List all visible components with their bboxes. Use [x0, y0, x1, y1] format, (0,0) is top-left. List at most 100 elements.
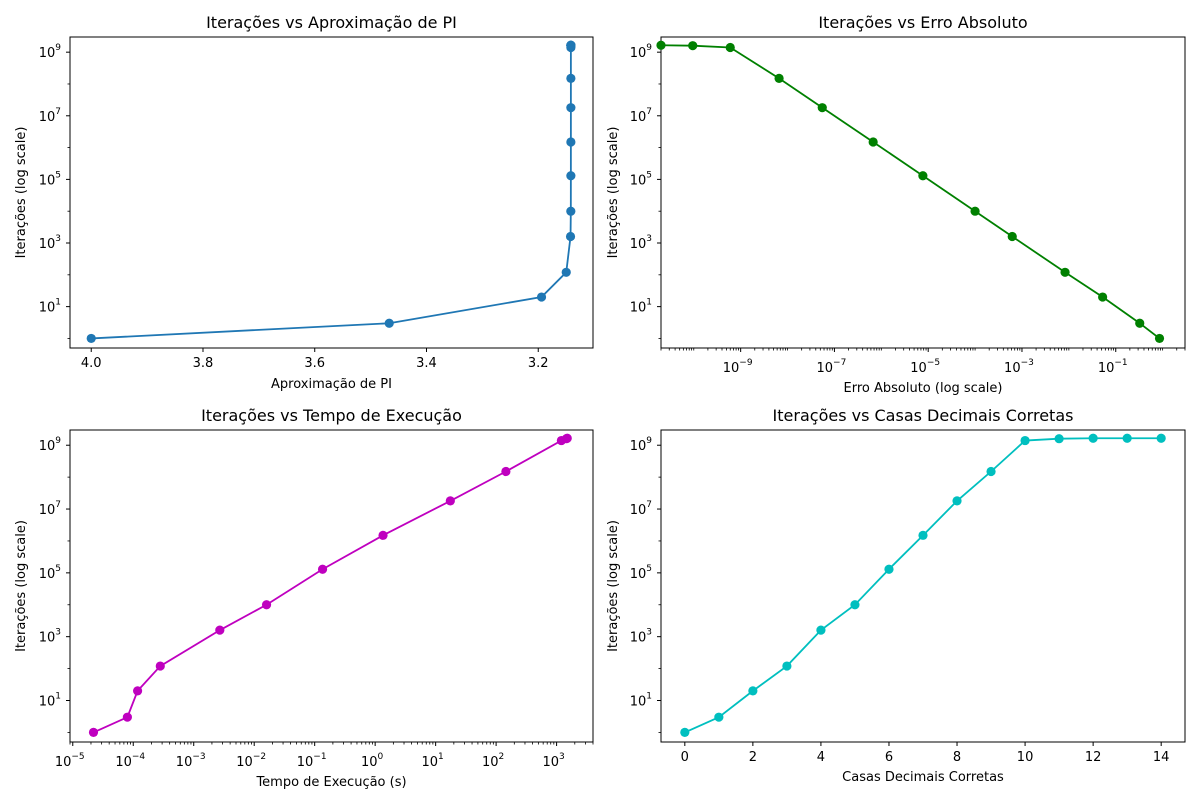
data-point — [1020, 435, 1030, 446]
data-point — [536, 292, 547, 302]
y-tick-label: 103 — [39, 628, 61, 646]
x-tick-label: 10−9 — [723, 358, 753, 376]
x-tick-label: 14 — [1153, 750, 1170, 765]
x-tick-label: 3.8 — [193, 356, 214, 371]
y-axis-label: Iterações (log scale) — [14, 127, 29, 259]
data-point — [782, 661, 792, 671]
data-point — [1156, 433, 1166, 443]
y-tick-label: 109 — [39, 43, 62, 61]
x-tick-label: 12 — [1085, 750, 1102, 765]
data-point — [566, 103, 576, 113]
data-point — [566, 73, 576, 83]
y-tick-label: 103 — [39, 234, 61, 252]
x-tick-label: 10−3 — [1004, 358, 1034, 376]
x-tick-label: 3.4 — [416, 356, 437, 371]
subplot-title: Iterações vs Erro Absoluto — [818, 13, 1027, 32]
data-point — [1122, 433, 1132, 443]
data-point — [132, 686, 143, 696]
data-point — [725, 42, 735, 53]
x-axis-label: Aproximação de PI — [271, 377, 392, 392]
x-tick-label: 10−5 — [910, 358, 940, 376]
data-point — [1098, 292, 1108, 302]
x-axis-label: Erro Absoluto (log scale) — [844, 381, 1003, 396]
y-tick-label: 105 — [630, 564, 652, 582]
x-tick-label: 10−2 — [236, 752, 266, 770]
data-point — [566, 206, 576, 216]
x-tick-label: 103 — [542, 752, 564, 770]
data-point — [748, 686, 758, 696]
y-tick-label: 101 — [630, 298, 652, 316]
data-point — [774, 73, 784, 83]
data-point — [86, 333, 96, 344]
data-point — [1060, 267, 1070, 277]
y-axis-label: Iterações (log scale) — [606, 520, 621, 652]
x-tick-label: 10−1 — [297, 752, 327, 770]
y-tick-label: 105 — [39, 170, 61, 188]
data-point — [918, 530, 928, 540]
subplot-title: Iterações vs Tempo de Execução — [201, 406, 462, 425]
x-tick-label: 101 — [421, 752, 443, 770]
data-point — [868, 137, 878, 147]
subplot-title: Iterações vs Casas Decimais Corretas — [773, 406, 1074, 425]
data-point — [656, 40, 666, 50]
data-point — [986, 466, 996, 477]
data-point — [565, 231, 576, 242]
data-point — [884, 564, 894, 574]
y-axis-label: Iterações (log scale) — [606, 127, 621, 259]
axes-frame — [69, 36, 594, 349]
data-point — [215, 625, 225, 635]
subplot-execution-time: Iterações vs Tempo de Execução Tempo de … — [14, 406, 594, 790]
axes-frame — [69, 429, 594, 743]
data-point — [566, 40, 576, 50]
y-tick-label: 109 — [39, 436, 62, 454]
data-point — [1154, 333, 1165, 344]
data-point — [122, 712, 132, 722]
data-point — [445, 496, 455, 506]
axes-frame — [660, 429, 1186, 743]
data-point — [1135, 318, 1145, 328]
x-tick-label: 10−3 — [176, 752, 206, 770]
x-tick-label: 6 — [885, 750, 893, 765]
y-tick-label: 107 — [39, 500, 61, 518]
y-tick-label: 109 — [630, 436, 653, 454]
data-point — [261, 600, 272, 610]
x-axis-label: Casas Decimais Corretas — [842, 770, 1004, 785]
y-tick-label: 107 — [630, 500, 652, 518]
x-tick-label: 100 — [361, 752, 384, 770]
y-tick-label: 101 — [39, 298, 61, 316]
data-point — [562, 433, 572, 443]
y-axis-label: Iterações (log scale) — [14, 520, 29, 652]
subplot-correct-decimals: Iterações vs Casas Decimais Corretas Cas… — [606, 406, 1186, 785]
x-tick-label: 2 — [749, 750, 757, 765]
data-point — [816, 625, 826, 635]
subplot-title: Iterações vs Aproximação de PI — [206, 13, 457, 32]
data-point — [566, 171, 576, 181]
y-tick-label: 105 — [630, 170, 652, 188]
data-point — [378, 530, 388, 540]
x-axis-label: Tempo de Execução (s) — [255, 775, 406, 790]
y-tick-label: 103 — [630, 628, 652, 646]
plot-area: 101 103 105 107 109 10−9 10−7 10−5 10−3 10−1 — [630, 36, 1186, 376]
data-point — [952, 496, 962, 506]
data-point — [561, 267, 571, 277]
x-tick-label: 102 — [482, 752, 504, 770]
data-point — [501, 466, 511, 477]
x-tick-label: 10 — [1017, 750, 1034, 765]
subplot-pi-approximation: Iterações vs Aproximação de PI Aproximaç… — [14, 13, 594, 392]
x-tick-label: 3.2 — [528, 356, 549, 371]
plot-area: 101 103 105 107 109 4.0 3.8 3.6 3.4 3.2 — [39, 36, 594, 371]
data-point — [714, 712, 724, 722]
x-tick-label: 10−1 — [1098, 358, 1128, 376]
y-tick-label: 103 — [630, 234, 652, 252]
data-point — [155, 661, 165, 671]
data-point — [688, 41, 698, 51]
x-tick-label: 0 — [681, 750, 689, 765]
data-point — [566, 137, 576, 147]
x-tick-label: 10−5 — [55, 752, 85, 770]
x-tick-label: 4 — [817, 750, 825, 765]
x-tick-label: 10−7 — [817, 358, 847, 376]
data-point — [88, 727, 99, 737]
x-tick-label: 4.0 — [81, 356, 102, 371]
y-tick-label: 107 — [630, 107, 652, 125]
